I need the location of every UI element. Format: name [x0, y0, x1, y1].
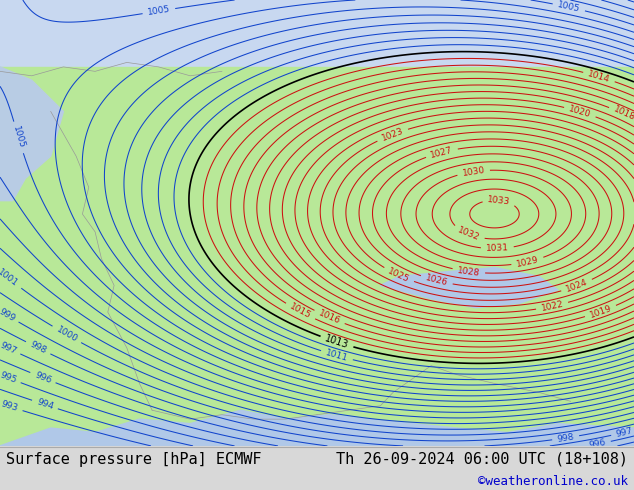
Text: 1033: 1033	[487, 195, 511, 206]
Text: 998: 998	[557, 432, 575, 443]
Text: 1025: 1025	[387, 267, 411, 284]
Text: 996: 996	[33, 370, 53, 385]
Text: 1014: 1014	[587, 69, 611, 84]
Text: 1032: 1032	[456, 226, 481, 243]
Polygon shape	[380, 268, 558, 308]
Text: Th 26-09-2024 06:00 UTC (18+108): Th 26-09-2024 06:00 UTC (18+108)	[335, 452, 628, 466]
Text: 1016: 1016	[317, 309, 342, 326]
Text: 1023: 1023	[380, 126, 404, 143]
Text: 1026: 1026	[424, 273, 449, 288]
Text: 1005: 1005	[11, 125, 26, 150]
Text: 1015: 1015	[288, 302, 313, 321]
Text: 995: 995	[0, 370, 18, 385]
Text: 1018: 1018	[612, 105, 634, 123]
Text: 994: 994	[36, 397, 55, 412]
Text: 1027: 1027	[429, 145, 454, 160]
Text: 1020: 1020	[567, 104, 592, 119]
Polygon shape	[0, 446, 634, 490]
Text: 997: 997	[0, 341, 18, 356]
Text: 993: 993	[0, 400, 19, 414]
Text: 1001: 1001	[0, 268, 20, 289]
Text: 1031: 1031	[486, 244, 509, 253]
Text: 1011: 1011	[325, 348, 349, 363]
Text: 1005: 1005	[147, 5, 171, 17]
Text: ©weatheronline.co.uk: ©weatheronline.co.uk	[477, 475, 628, 488]
Text: 1019: 1019	[588, 303, 613, 319]
Text: 997: 997	[615, 426, 634, 439]
Text: 998: 998	[29, 340, 48, 356]
Polygon shape	[0, 67, 63, 201]
Text: 1005: 1005	[557, 0, 581, 14]
Text: 1024: 1024	[564, 277, 589, 294]
Text: 1000: 1000	[55, 325, 79, 344]
Text: 1028: 1028	[457, 266, 481, 277]
Text: 996: 996	[588, 438, 607, 450]
Text: 1029: 1029	[515, 255, 540, 269]
Text: 999: 999	[0, 307, 16, 323]
Text: 1013: 1013	[324, 333, 350, 350]
Text: 1022: 1022	[540, 299, 564, 313]
Polygon shape	[0, 410, 634, 446]
Text: Surface pressure [hPa] ECMWF: Surface pressure [hPa] ECMWF	[6, 452, 262, 466]
Text: 1030: 1030	[462, 166, 486, 178]
